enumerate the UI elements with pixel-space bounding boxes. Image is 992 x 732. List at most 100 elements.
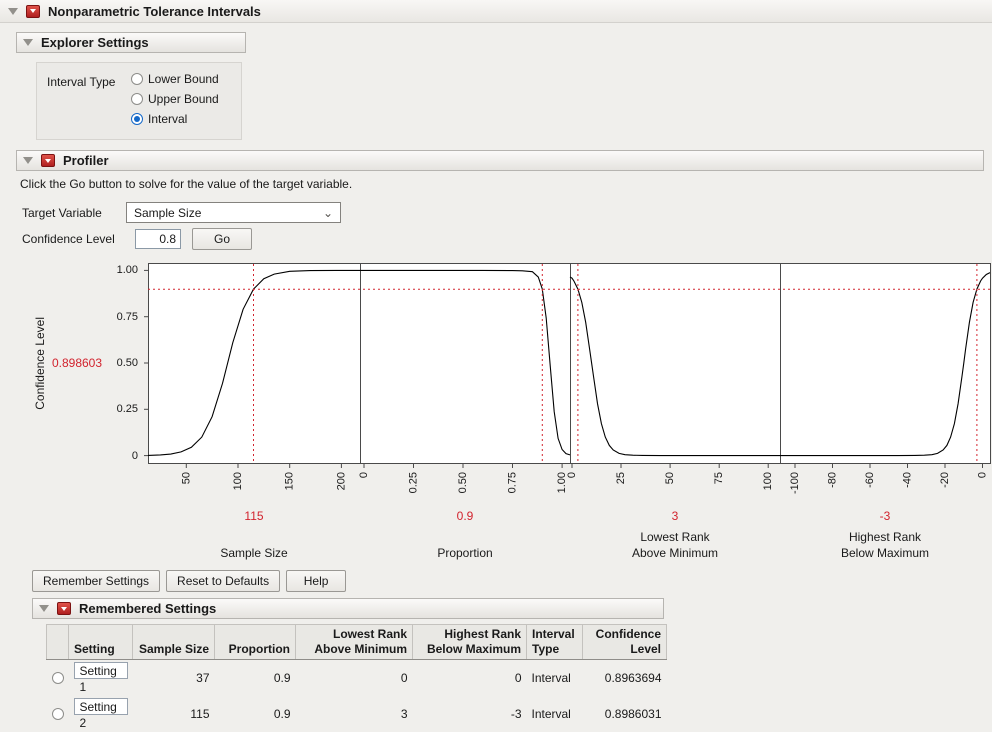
interval-type-panel: Interval Type Lower Bound Upper Bound In… bbox=[36, 62, 242, 140]
x-tick-label: 0 bbox=[566, 472, 578, 478]
column-header bbox=[46, 624, 69, 660]
red-menu-icon[interactable] bbox=[26, 4, 40, 18]
y-tick-label: 0 bbox=[131, 449, 138, 462]
factor-name: Highest Rank Below Maximum bbox=[840, 530, 930, 560]
x-tick-label: 0.75 bbox=[507, 472, 519, 493]
y-tick-label: 0.75 bbox=[116, 310, 138, 323]
profiler-instruction: Click the Go button to solve for the val… bbox=[20, 177, 353, 191]
target-variable-value: Sample Size bbox=[134, 205, 202, 220]
cell-highest-rank: -3 bbox=[510, 707, 522, 721]
x-tick-label: -100 bbox=[789, 472, 801, 494]
remembered-settings-title: Remembered Settings bbox=[79, 601, 217, 616]
x-tick-label: 100 bbox=[762, 472, 774, 490]
red-menu-icon[interactable] bbox=[41, 154, 55, 167]
factor-current-value[interactable]: -3 bbox=[879, 509, 891, 523]
radio-label: Upper Bound bbox=[148, 92, 219, 106]
radio-icon[interactable] bbox=[131, 93, 143, 105]
menu-arrow-icon bbox=[61, 606, 67, 611]
cell-proportion: 0.9 bbox=[273, 707, 291, 721]
row-select-radio[interactable] bbox=[51, 672, 64, 684]
column-header-sample-size: Sample Size bbox=[132, 624, 215, 660]
radio-option-lower-bound[interactable]: Lower Bound bbox=[131, 72, 219, 86]
window-title-bar: Nonparametric Tolerance Intervals bbox=[0, 0, 992, 23]
cell-lowest-rank: 0 bbox=[400, 671, 408, 685]
x-tick-label: 200 bbox=[335, 472, 347, 490]
x-tick-label: 0 bbox=[358, 472, 370, 478]
plot-panel bbox=[780, 263, 991, 464]
remember-settings-button[interactable]: Remember Settings bbox=[32, 570, 161, 592]
remembered-settings-table: Setting Sample Size Proportion Lowest Ra… bbox=[46, 624, 667, 732]
cell-confidence-level: 0.8986031 bbox=[604, 707, 662, 721]
disclosure-triangle-icon[interactable] bbox=[39, 605, 49, 612]
x-tick-label: 25 bbox=[615, 472, 627, 484]
factor-current-value[interactable]: 0.9 bbox=[456, 509, 474, 523]
explorer-settings-header[interactable]: Explorer Settings bbox=[16, 32, 246, 53]
cell-interval-type: Interval bbox=[531, 707, 571, 721]
disclosure-triangle-icon[interactable] bbox=[23, 39, 33, 46]
factor-name: Sample Size bbox=[220, 546, 288, 560]
column-header-lowest-rank: Lowest Rank Above Minimum bbox=[295, 624, 413, 660]
go-button[interactable]: Go bbox=[192, 228, 252, 250]
remembered-settings-header[interactable]: Remembered Settings bbox=[32, 598, 664, 619]
x-tick-label: 1.00 bbox=[556, 472, 568, 493]
cell-sample-size: 37 bbox=[196, 671, 210, 685]
cell-sample-size: 115 bbox=[190, 707, 210, 721]
explorer-settings-title: Explorer Settings bbox=[41, 35, 149, 50]
factor-current-value[interactable]: 115 bbox=[244, 509, 264, 523]
reset-to-defaults-button[interactable]: Reset to Defaults bbox=[166, 570, 281, 592]
confidence-level-label: Confidence Level bbox=[22, 232, 115, 246]
profiler-title: Profiler bbox=[63, 153, 109, 168]
radio-icon[interactable] bbox=[131, 113, 143, 125]
factor-current-value[interactable]: 3 bbox=[671, 509, 679, 523]
column-header-highest-rank: Highest Rank Below Maximum bbox=[412, 624, 527, 660]
confidence-curve bbox=[569, 276, 780, 457]
radio-label: Interval bbox=[148, 112, 188, 126]
profiler-plot-canvas[interactable]: 50 100 150 200 0 0.25 0.50 0.75 1.000 25 50 75 100 -1… bbox=[142, 263, 992, 508]
confidence-level-input[interactable] bbox=[135, 229, 181, 249]
disclosure-triangle-icon[interactable] bbox=[8, 7, 18, 15]
x-tick-label: 100 bbox=[232, 472, 244, 490]
cell-highest-rank: 0 bbox=[514, 671, 522, 685]
chevron-down-icon: ⌄ bbox=[322, 205, 333, 220]
x-tick-label: 0.50 bbox=[457, 472, 469, 493]
confidence-curve bbox=[780, 272, 991, 457]
red-menu-icon[interactable] bbox=[57, 602, 71, 615]
x-tick-label: -20 bbox=[939, 472, 951, 488]
cell-lowest-rank: 3 bbox=[400, 707, 408, 721]
factor-name: Lowest Rank Above Minimum bbox=[631, 530, 719, 560]
setting-name-box[interactable]: Setting 2 bbox=[73, 698, 128, 730]
x-tick-label: 75 bbox=[713, 472, 725, 484]
menu-arrow-icon bbox=[45, 158, 51, 163]
radio-option-interval[interactable]: Interval bbox=[131, 112, 219, 126]
table-row: Setting 1 37 0.9 0 0 Interval 0.8963694 bbox=[47, 660, 667, 697]
y-axis-tick-labels: 1.00 0.75 0.50 0.25 0 bbox=[98, 263, 138, 473]
current-confidence-value: 0.898603 bbox=[51, 356, 103, 370]
x-tick-label: 150 bbox=[284, 472, 296, 490]
help-button[interactable]: Help bbox=[286, 570, 347, 592]
column-header-setting: Setting bbox=[68, 624, 133, 660]
radio-label: Lower Bound bbox=[148, 72, 219, 86]
row-select-radio[interactable] bbox=[51, 708, 64, 720]
interval-type-radio-group: Lower Bound Upper Bound Interval bbox=[131, 72, 219, 126]
factor-name: Proportion bbox=[437, 546, 493, 560]
y-tick-label: 0.50 bbox=[116, 357, 138, 369]
profiler-action-buttons: Remember Settings Reset to Defaults Help bbox=[32, 570, 347, 592]
profiler-plot: Confidence Level 0.898603 1.00 0.75 0.50 0.… bbox=[0, 263, 992, 563]
setting-name-box[interactable]: Setting 1 bbox=[73, 662, 128, 694]
plot-panel bbox=[570, 263, 781, 464]
interval-type-label: Interval Type bbox=[47, 75, 116, 89]
column-header-proportion: Proportion bbox=[214, 624, 296, 660]
plot-panel bbox=[148, 263, 361, 464]
confidence-curve bbox=[147, 269, 360, 456]
y-tick-label: 0.25 bbox=[116, 403, 138, 416]
profiler-header[interactable]: Profiler bbox=[16, 150, 984, 171]
cell-interval-type: Interval bbox=[531, 671, 571, 685]
radio-icon[interactable] bbox=[131, 73, 143, 85]
column-header-confidence-level: Confidence Level bbox=[582, 624, 667, 660]
table-row: Setting 2 115 0.9 3 -3 Interval 0.898603… bbox=[47, 696, 667, 732]
disclosure-triangle-icon[interactable] bbox=[23, 157, 33, 164]
x-tick-label: 50 bbox=[664, 472, 676, 484]
radio-option-upper-bound[interactable]: Upper Bound bbox=[131, 92, 219, 106]
target-variable-select[interactable]: Sample Size ⌄ bbox=[126, 202, 341, 223]
cell-proportion: 0.9 bbox=[273, 671, 291, 685]
